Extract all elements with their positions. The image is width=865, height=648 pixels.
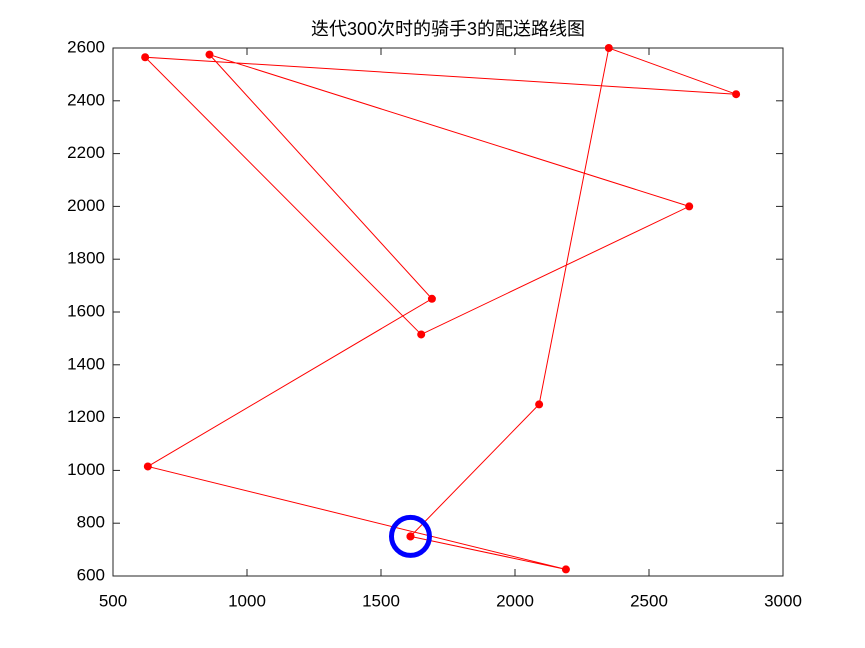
point-marker bbox=[417, 330, 426, 339]
point-marker bbox=[561, 565, 570, 574]
point-marker bbox=[535, 400, 544, 409]
y-tick-label: 2000 bbox=[67, 196, 105, 215]
y-tick-label: 2600 bbox=[67, 37, 105, 56]
y-tick-label: 2200 bbox=[67, 143, 105, 162]
x-tick-label: 3000 bbox=[764, 591, 802, 610]
x-tick-label: 2500 bbox=[630, 591, 668, 610]
y-tick-label: 1200 bbox=[67, 407, 105, 426]
chart-title: 迭代300次时的骑手3的配送路线图 bbox=[311, 19, 585, 39]
point-marker bbox=[604, 44, 613, 52]
point-marker bbox=[205, 50, 214, 59]
y-tick-label: 800 bbox=[77, 513, 105, 532]
depot-marker bbox=[388, 514, 432, 558]
route-line bbox=[143, 47, 737, 570]
x-tick-label: 500 bbox=[99, 591, 127, 610]
x-tick-label: 2000 bbox=[496, 591, 534, 610]
y-tick-label: 2400 bbox=[67, 90, 105, 109]
y-tick-label: 1800 bbox=[67, 249, 105, 268]
point-marker bbox=[406, 532, 415, 541]
x-tick-label: 1000 bbox=[228, 591, 266, 610]
point-marker bbox=[143, 462, 152, 471]
point-marker bbox=[732, 90, 741, 99]
y-tick-label: 1600 bbox=[67, 301, 105, 320]
point-marker bbox=[141, 53, 150, 62]
point-marker bbox=[427, 294, 436, 303]
x-tick-label: 1500 bbox=[362, 591, 400, 610]
y-tick-label: 1400 bbox=[67, 354, 105, 373]
y-tick-label: 1000 bbox=[67, 460, 105, 479]
point-marker bbox=[685, 202, 694, 211]
y-tick-label: 600 bbox=[77, 565, 105, 584]
